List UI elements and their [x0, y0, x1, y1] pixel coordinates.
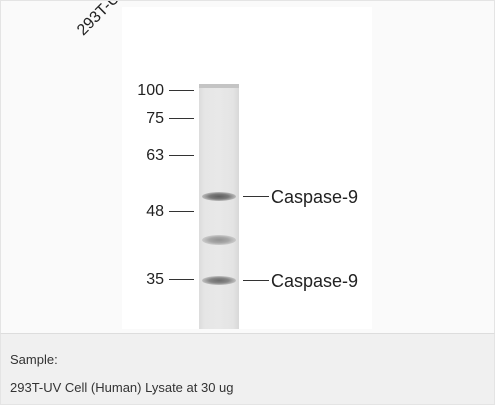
marker-tick-63	[169, 155, 194, 156]
sample-heading: Sample:	[10, 352, 58, 367]
caption-panel: Sample: 293T-UV Cell (Human) Lysate at 3…	[0, 333, 495, 405]
marker-label-75: 75	[146, 110, 164, 127]
marker-tick-75	[169, 118, 194, 119]
marker-label-35: 35	[146, 271, 164, 288]
marker-label-48: 48	[146, 203, 164, 220]
marker-tick-48	[169, 211, 194, 212]
callout-label-lower: Caspase-9	[271, 271, 359, 291]
marker-tick-35	[169, 279, 194, 280]
lane-well	[199, 84, 239, 88]
marker-label-100: 100	[137, 82, 164, 99]
blot-lane	[199, 84, 239, 329]
band-caspase-9-lower	[202, 276, 236, 285]
marker-tick-100	[169, 90, 194, 91]
western-blot-image	[122, 7, 372, 329]
callout-label-upper: Caspase-9	[271, 187, 359, 207]
callout-line-upper	[243, 196, 269, 197]
marker-label-63: 63	[146, 147, 164, 164]
band-nonspecific	[202, 235, 236, 245]
callout-line-lower	[243, 280, 269, 281]
sample-description: 293T-UV Cell (Human) Lysate at 30 ug	[10, 380, 234, 395]
image-viewer: 293T-UV 100 75 63 48 35 Caspase-9 Caspas…	[0, 0, 495, 334]
band-caspase-9-upper	[202, 192, 236, 201]
